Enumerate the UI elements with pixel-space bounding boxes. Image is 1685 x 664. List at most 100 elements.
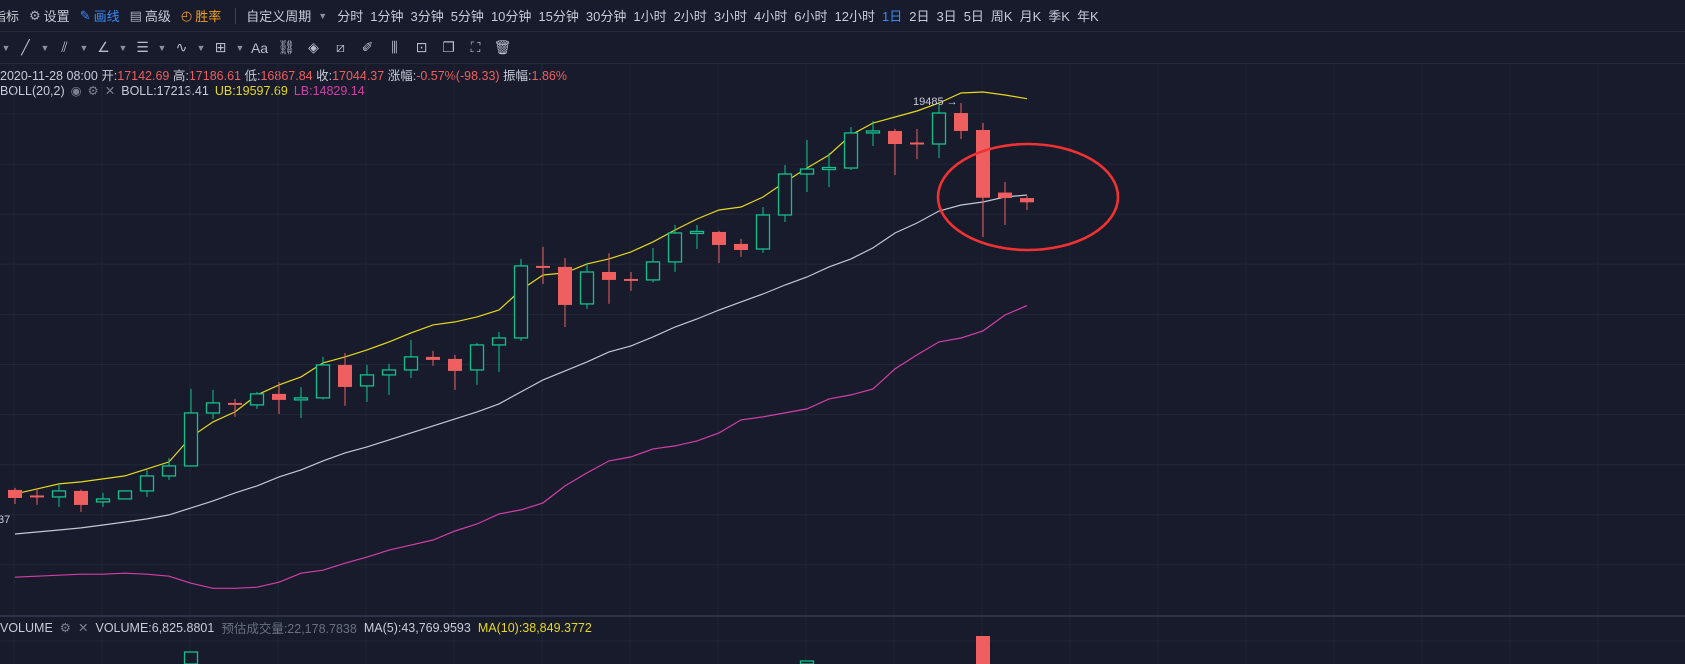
bars-icon[interactable]: ⫼ [391, 39, 398, 55]
volume-legend: VOLUME ⚙ ✕ VOLUME:6,825.8801 预估成交量:22,17… [0, 618, 592, 637]
candle-body [51, 490, 67, 498]
candle [931, 105, 947, 159]
candle-body [228, 402, 242, 405]
low-value: 16867.84 [260, 69, 313, 83]
indicators-button[interactable]: 指标 [0, 6, 19, 25]
eye-icon[interactable]: ◉ [70, 84, 82, 98]
candle [51, 483, 67, 507]
gear-icon[interactable]: ⚙ [87, 84, 99, 98]
text-icon[interactable]: Aa [250, 39, 269, 56]
candle [95, 492, 111, 507]
period-tab[interactable]: 1日 [881, 9, 903, 24]
middle-band-line [14, 194, 1028, 535]
briefcase-icon: ▤ [129, 7, 142, 23]
screenshot-icon[interactable]: ⛶ [470, 39, 481, 55]
candle-body [8, 489, 22, 498]
candle [976, 122, 990, 237]
chevron-down-icon[interactable]: ▼ [79, 42, 89, 53]
angle-icon[interactable]: ∠ [97, 39, 110, 55]
period-tab[interactable]: 3小时 [713, 9, 748, 24]
period-tab[interactable]: 月K [1019, 9, 1042, 24]
top-toolbar: 指标 ⚙设置 ✎画线 ▤高级 ◴胜率 自定义周期 ▼ 分时 1分钟 3分钟 5分钟 10分… [0, 0, 1685, 32]
horizontal-lines-icon[interactable]: ☰ [136, 39, 149, 55]
candle [272, 381, 286, 414]
chevron-down-icon[interactable]: ▼ [235, 42, 245, 53]
period-tab[interactable]: 季K [1048, 9, 1070, 24]
advanced-label: 高级 [144, 9, 171, 24]
candle [954, 103, 968, 139]
winrate-button[interactable]: ◴ 胜率 [181, 6, 221, 25]
period-tab[interactable]: 1小时 [633, 9, 667, 24]
candle-body [74, 490, 88, 505]
chevron-down-icon[interactable]: ▼ [118, 42, 128, 53]
candle [579, 262, 595, 309]
gear-icon[interactable]: ⚙ [59, 621, 72, 635]
period-tab[interactable]: 3日 [936, 9, 957, 24]
parallel-channel-icon[interactable]: ⫽ [61, 39, 68, 55]
custom-period-label: 自定义周期 [246, 9, 312, 24]
trash-icon[interactable]: 🗑 [493, 39, 512, 55]
period-tab[interactable]: 4小时 [754, 9, 788, 24]
period-tab[interactable]: 5分钟 [450, 9, 484, 24]
period-tab[interactable]: 6小时 [794, 9, 828, 24]
chevron-down-icon[interactable]: ▼ [40, 42, 50, 53]
amplitude-label: 振幅: [503, 69, 532, 83]
custom-period-dropdown[interactable]: 自定义周期 ▼ [246, 6, 327, 25]
chevron-down-icon: ▼ [318, 10, 328, 21]
settings-button[interactable]: ⚙ 设置 [29, 6, 70, 25]
period-tab[interactable]: 2日 [909, 9, 930, 24]
period-tab[interactable]: 3分钟 [410, 9, 444, 24]
brush-icon[interactable]: ✐ [361, 39, 374, 55]
copy-icon[interactable]: ❐ [442, 39, 455, 55]
candle [448, 354, 462, 390]
measure-box-icon[interactable]: ⊞ [214, 39, 227, 55]
candle-body [426, 356, 440, 360]
wave-icon[interactable]: ∿ [175, 39, 188, 55]
period-tab[interactable]: 10分钟 [490, 9, 532, 24]
close-icon[interactable]: ✕ [104, 84, 116, 98]
lower-band-line [14, 305, 1028, 589]
chevron-down-icon[interactable]: ▼ [196, 42, 206, 53]
draw-label: 画线 [93, 9, 120, 24]
candle-body [888, 130, 902, 145]
gear-icon: ⚙ [29, 7, 41, 23]
period-tab[interactable]: 年K [1076, 9, 1099, 24]
candle [645, 247, 661, 283]
draw-button[interactable]: ✎ 画线 [80, 6, 120, 25]
candle-body [821, 166, 837, 171]
eraser-icon[interactable]: ◈ [308, 39, 319, 55]
lock-icon[interactable]: ⊡ [415, 39, 428, 55]
advanced-button[interactable]: ▤ 高级 [130, 6, 171, 25]
candle-body [338, 364, 352, 387]
ruler-icon[interactable]: ⧄ [336, 39, 345, 55]
candle [74, 489, 88, 512]
candle [30, 488, 44, 505]
candle [1020, 196, 1034, 211]
period-tab[interactable]: 周K [990, 9, 1013, 24]
period-tab[interactable]: 2小时 [673, 9, 707, 24]
period-tab[interactable]: 30分钟 [585, 9, 627, 24]
chevron-down-icon[interactable]: ▼ [1, 42, 11, 53]
candle-body [865, 130, 881, 134]
candlestick-chart[interactable]: 19485 → 37 [0, 64, 1685, 615]
chevron-down-icon[interactable]: ▼ [157, 42, 167, 53]
period-tab[interactable]: 分时 [337, 9, 364, 24]
line-icon[interactable]: ╱ [21, 39, 30, 55]
period-tab[interactable]: 12小时 [834, 9, 875, 24]
close-icon[interactable]: ✕ [78, 621, 89, 635]
candle-body [689, 230, 705, 235]
period-tab[interactable]: 1分钟 [370, 9, 404, 24]
open-value: 17142.69 [117, 69, 170, 83]
magnet-icon[interactable]: ⛓ [277, 39, 296, 55]
low-label: 低: [244, 69, 261, 83]
candle [249, 391, 265, 409]
volume-ma10: MA(10):38,849.3772 [477, 620, 592, 635]
candle [888, 128, 902, 176]
candle [403, 339, 419, 379]
volume-chart[interactable] [0, 615, 1685, 664]
candle [161, 457, 177, 480]
period-tab[interactable]: 15分钟 [538, 9, 579, 24]
price-label-partial: 37 [0, 514, 10, 526]
period-tab[interactable]: 5日 [963, 9, 984, 24]
candle-body [976, 129, 990, 198]
